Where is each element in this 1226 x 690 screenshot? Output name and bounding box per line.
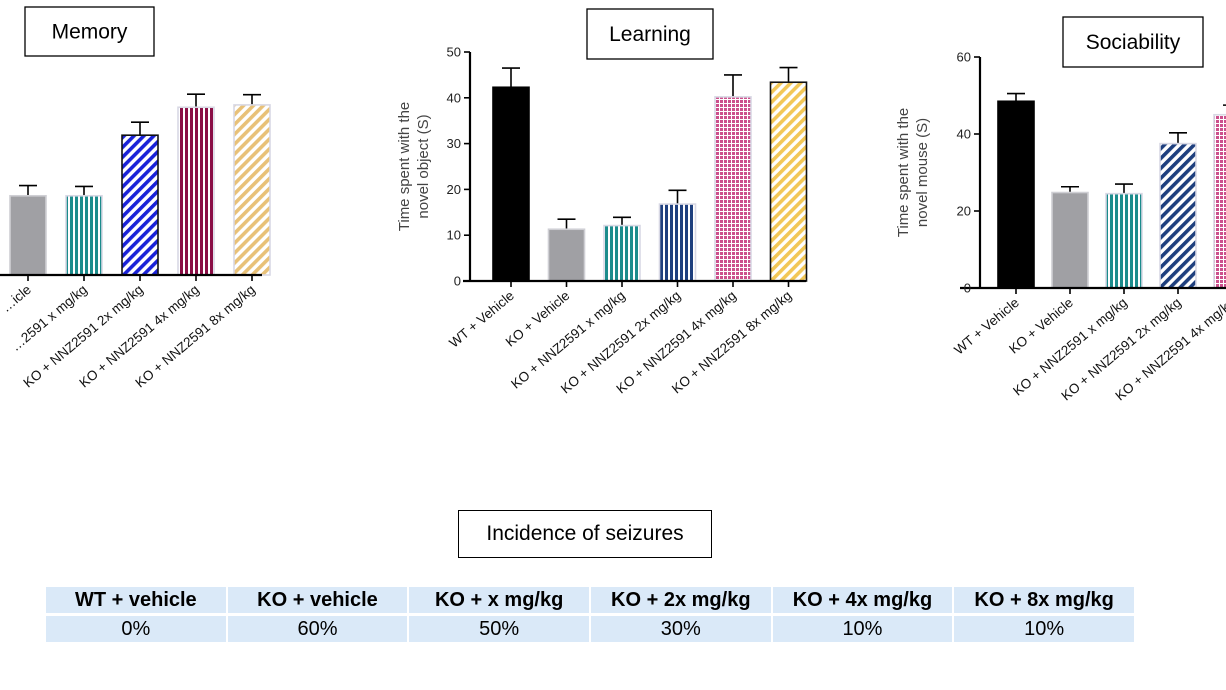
y-tick-label: 60 bbox=[957, 50, 971, 65]
y-tick-label: 40 bbox=[957, 127, 971, 142]
header-cell: KO + x mg/kg bbox=[409, 587, 589, 613]
y-axis-title: Time spent with the novel mouse (S) bbox=[895, 108, 931, 238]
bar bbox=[177, 106, 215, 276]
value-cell: 30% bbox=[590, 616, 771, 642]
y-tick-label: 40 bbox=[447, 90, 461, 105]
bar bbox=[603, 224, 641, 282]
table-row: 0% 60% 50% 30% 10% 10% bbox=[46, 616, 1134, 642]
bar bbox=[65, 194, 103, 276]
y-axis-title: Time spent with the novel object (S) bbox=[396, 102, 432, 232]
y-tick-label: 30 bbox=[447, 136, 461, 151]
header-cell: KO + vehicle bbox=[227, 587, 408, 613]
chart-title: Sociability bbox=[1086, 31, 1181, 54]
bar bbox=[658, 203, 697, 282]
header-cell: KO + 8x mg/kg bbox=[954, 587, 1134, 613]
y-tick-label: 20 bbox=[957, 204, 971, 219]
y-tick-label: 10 bbox=[447, 228, 461, 243]
bar bbox=[714, 96, 752, 282]
chart-title-box bbox=[24, 6, 155, 57]
y-tick-label: 0 bbox=[964, 281, 971, 296]
header-cell: WT + vehicle bbox=[46, 587, 226, 613]
chart-title: Memory bbox=[52, 21, 128, 44]
header-cell: KO + 4x mg/kg bbox=[772, 587, 953, 613]
chart-title-box bbox=[586, 8, 714, 60]
x-category-label: …icle bbox=[0, 282, 34, 315]
y-tick-label: 50 bbox=[447, 45, 461, 60]
value-cell: 10% bbox=[772, 616, 953, 642]
bar bbox=[492, 86, 530, 282]
bar bbox=[1213, 113, 1226, 289]
seizures-table: WT + vehicle KO + vehicle KO + x mg/kg K… bbox=[44, 584, 1136, 645]
bar bbox=[1105, 192, 1143, 289]
bar bbox=[997, 100, 1035, 289]
bar bbox=[1159, 142, 1197, 289]
value-cell: 0% bbox=[46, 616, 226, 642]
bar bbox=[9, 194, 47, 276]
bar bbox=[769, 81, 808, 282]
value-cell: 60% bbox=[227, 616, 408, 642]
y-tick-label: 20 bbox=[447, 182, 461, 197]
header-cell: KO + 2x mg/kg bbox=[590, 587, 771, 613]
bar bbox=[121, 134, 159, 276]
bar bbox=[547, 228, 586, 282]
bar bbox=[233, 104, 271, 276]
seizures-title: Incidence of seizures bbox=[458, 510, 712, 558]
y-tick-label: 0 bbox=[454, 274, 461, 289]
chart-title: Learning bbox=[609, 23, 691, 46]
value-cell: 10% bbox=[954, 616, 1134, 642]
value-cell: 50% bbox=[409, 616, 589, 642]
chart-title-box bbox=[1062, 16, 1204, 68]
bar bbox=[1051, 191, 1089, 289]
table-header-row: WT + vehicle KO + vehicle KO + x mg/kg K… bbox=[46, 587, 1134, 613]
